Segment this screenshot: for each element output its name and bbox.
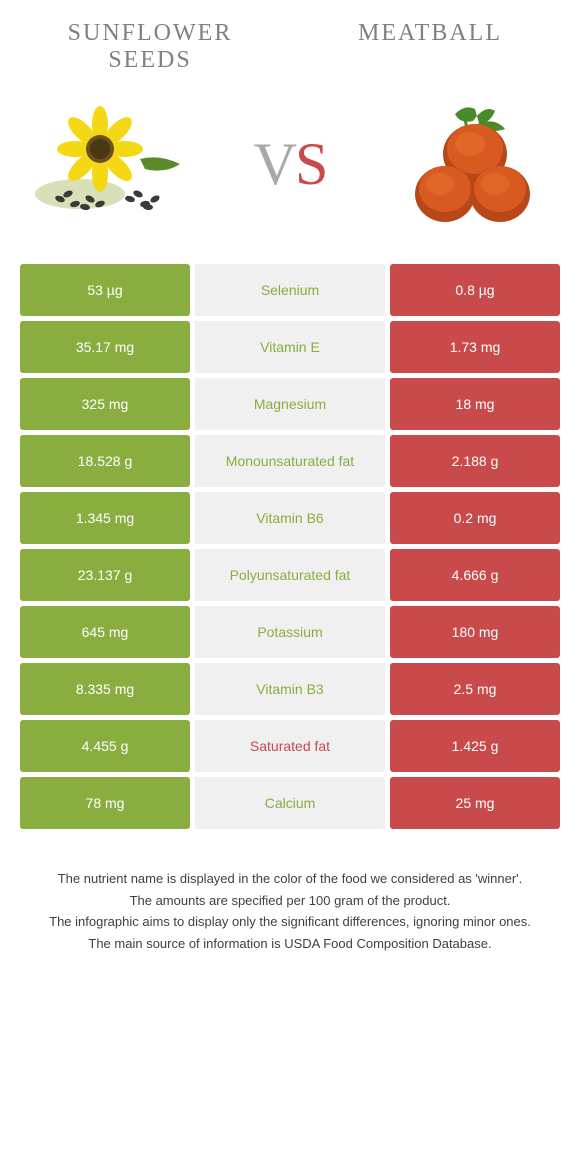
footer: The nutrient name is displayed in the co… [30, 869, 550, 953]
nutrient-label: Calcium [195, 777, 385, 829]
images-row: VS [0, 84, 580, 264]
right-value: 0.2 mg [390, 492, 560, 544]
left-value: 23.137 g [20, 549, 190, 601]
left-value: 8.335 mg [20, 663, 190, 715]
vs-v: V [254, 131, 295, 197]
footer-line-3: The infographic aims to display only the… [30, 912, 550, 932]
left-value: 645 mg [20, 606, 190, 658]
right-value: 0.8 µg [390, 264, 560, 316]
nutrient-label: Magnesium [195, 378, 385, 430]
table-row: 18.528 gMonounsaturated fat2.188 g [20, 435, 560, 487]
right-value: 2.5 mg [390, 663, 560, 715]
meatball-icon [395, 99, 545, 229]
table-row: 4.455 gSaturated fat1.425 g [20, 720, 560, 772]
sunflower-icon [30, 99, 190, 229]
left-value: 53 µg [20, 264, 190, 316]
left-value: 325 mg [20, 378, 190, 430]
right-value: 18 mg [390, 378, 560, 430]
left-value: 1.345 mg [20, 492, 190, 544]
nutrient-label: Potassium [195, 606, 385, 658]
nutrient-label: Polyunsaturated fat [195, 549, 385, 601]
left-value: 78 mg [20, 777, 190, 829]
left-value: 18.528 g [20, 435, 190, 487]
footer-line-1: The nutrient name is displayed in the co… [30, 869, 550, 889]
nutrient-label: Saturated fat [195, 720, 385, 772]
sunflower-image [30, 94, 190, 234]
header-right: Meatball [330, 20, 530, 74]
header: Sunflower seeds Meatball [0, 0, 580, 84]
right-value: 4.666 g [390, 549, 560, 601]
nutrient-label: Vitamin B3 [195, 663, 385, 715]
right-value: 2.188 g [390, 435, 560, 487]
table-row: 8.335 mgVitamin B32.5 mg [20, 663, 560, 715]
nutrient-label: Vitamin B6 [195, 492, 385, 544]
nutrient-label: Selenium [195, 264, 385, 316]
table-row: 1.345 mgVitamin B60.2 mg [20, 492, 560, 544]
table-row: 325 mgMagnesium18 mg [20, 378, 560, 430]
footer-line-4: The main source of information is USDA F… [30, 934, 550, 954]
right-value: 1.425 g [390, 720, 560, 772]
right-food-title: Meatball [330, 20, 530, 47]
left-value: 35.17 mg [20, 321, 190, 373]
table-row: 23.137 gPolyunsaturated fat4.666 g [20, 549, 560, 601]
table-row: 53 µgSelenium0.8 µg [20, 264, 560, 316]
table-row: 645 mgPotassium180 mg [20, 606, 560, 658]
right-value: 1.73 mg [390, 321, 560, 373]
left-value: 4.455 g [20, 720, 190, 772]
right-value: 25 mg [390, 777, 560, 829]
meatball-image [390, 94, 550, 234]
vs-label: VS [254, 130, 327, 199]
table-row: 35.17 mgVitamin E1.73 mg [20, 321, 560, 373]
vs-s: S [295, 131, 326, 197]
left-food-title: Sunflower seeds [50, 20, 250, 74]
nutrient-label: Vitamin E [195, 321, 385, 373]
table-row: 78 mgCalcium25 mg [20, 777, 560, 829]
nutrient-table: 53 µgSelenium0.8 µg35.17 mgVitamin E1.73… [20, 264, 560, 829]
header-left: Sunflower seeds [50, 20, 250, 74]
right-value: 180 mg [390, 606, 560, 658]
nutrient-label: Monounsaturated fat [195, 435, 385, 487]
footer-line-2: The amounts are specified per 100 gram o… [30, 891, 550, 911]
